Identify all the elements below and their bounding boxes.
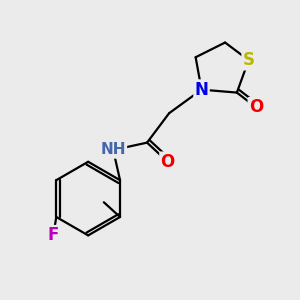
Text: O: O: [249, 98, 263, 116]
Text: NH: NH: [100, 142, 126, 158]
Text: N: N: [195, 81, 208, 99]
Text: S: S: [243, 51, 255, 69]
Text: F: F: [48, 226, 59, 244]
Text: O: O: [160, 153, 175, 171]
